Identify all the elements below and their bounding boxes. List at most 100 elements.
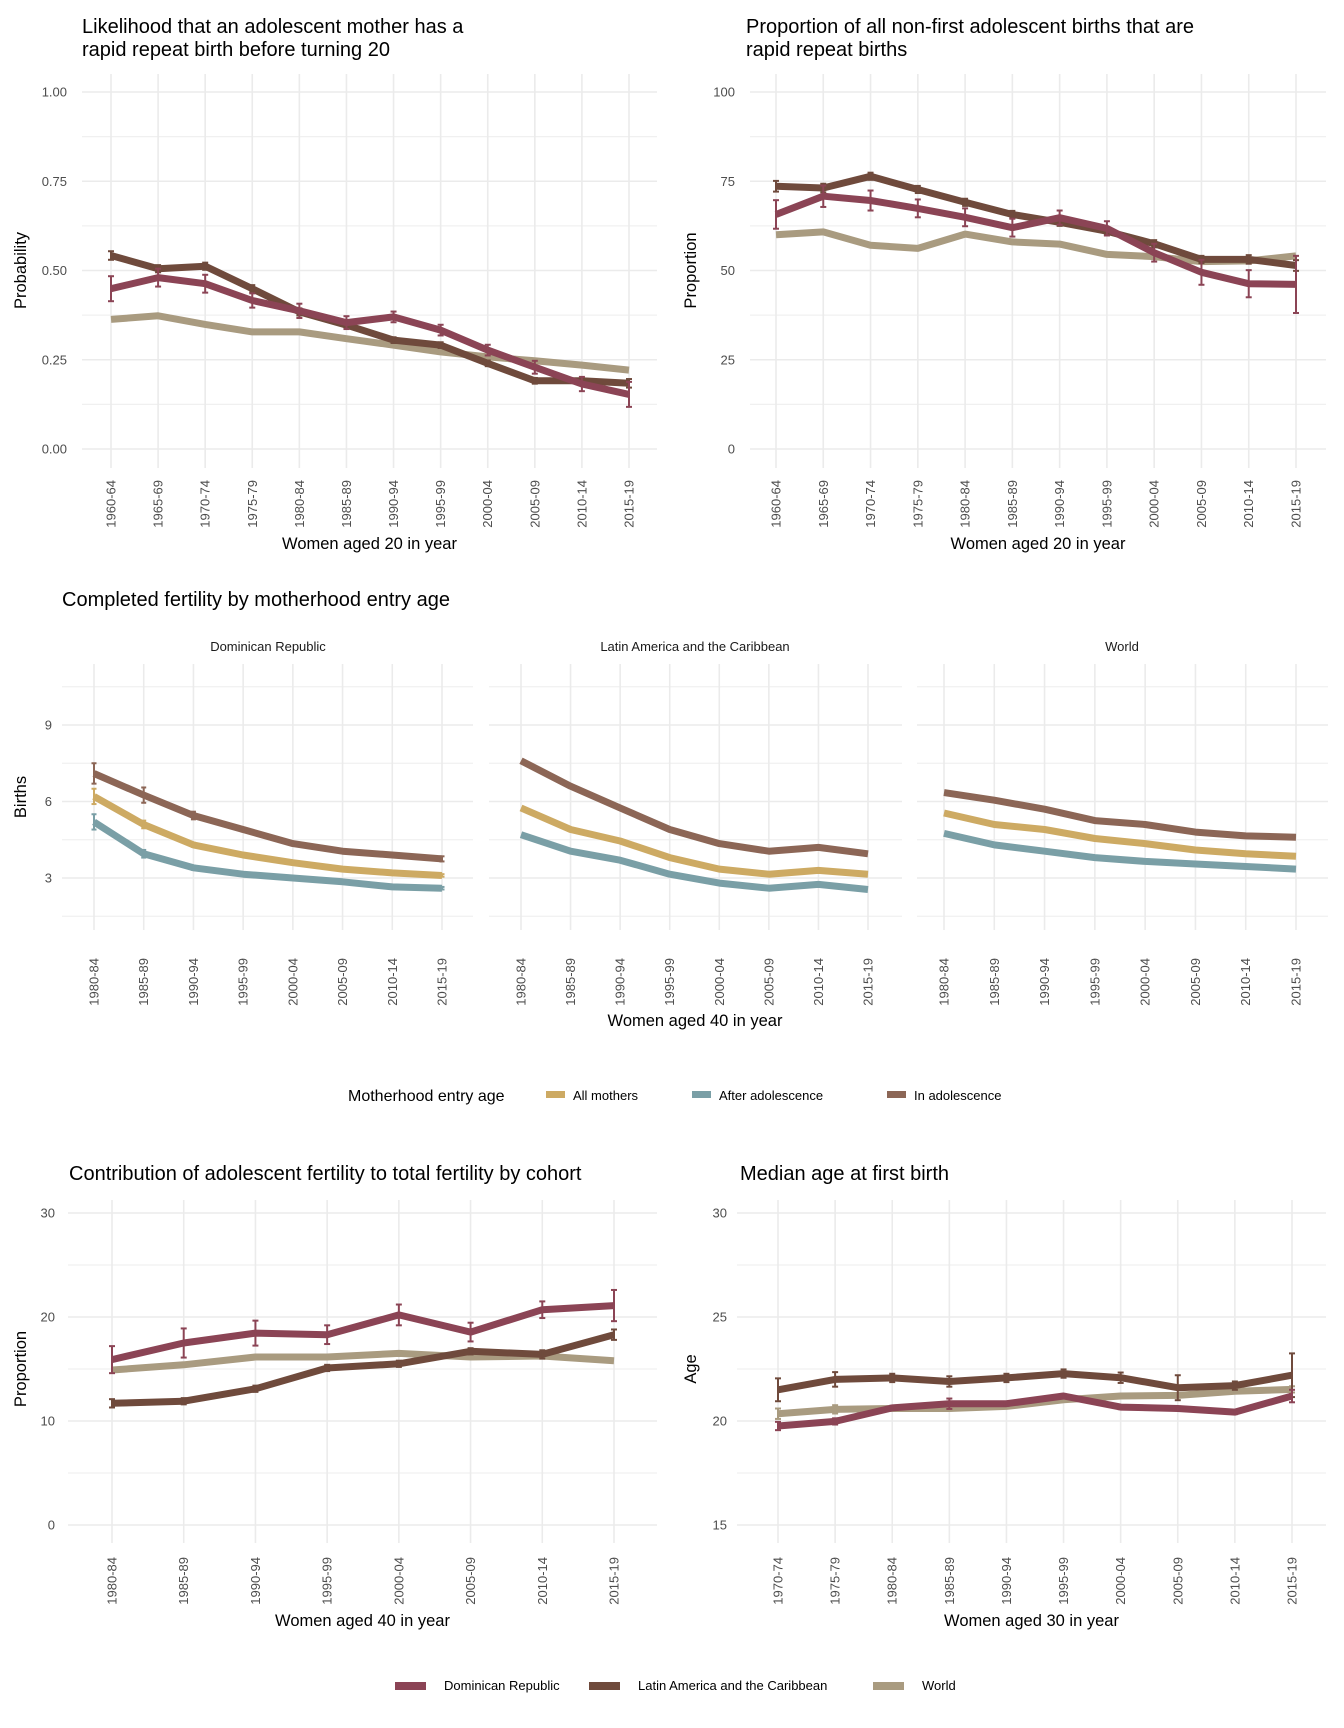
x-tick-label: 2000-04 [1138, 958, 1153, 1006]
error-bar [1060, 1368, 1067, 1379]
x-tick-label: 1990-94 [248, 1557, 263, 1605]
y-tick-label: 6 [45, 794, 52, 809]
legend-label: All mothers [573, 1088, 639, 1103]
y-tick-label: 0 [728, 442, 735, 457]
chart-completed-fertility: Completed fertility by motherhood entry … [12, 589, 1328, 1030]
error-bar [324, 1324, 331, 1346]
x-tick-label: 2015-19 [607, 1557, 622, 1605]
x-tick-label: 2000-04 [480, 480, 495, 528]
error-bar [946, 1397, 953, 1410]
x-tick-label: 1995-99 [1087, 958, 1102, 1006]
y-tick-label: 15 [713, 1518, 727, 1533]
series-all-mothers [519, 804, 869, 878]
error-bar [437, 323, 444, 337]
legend-item-in-adolescence: In adolescence [887, 1088, 1001, 1103]
x-tick-label: 2005-09 [761, 958, 776, 1006]
error-bar [1245, 254, 1252, 265]
error-bar [611, 1328, 617, 1341]
chart-median-age-first-birth: Median age at first birth 15 20 25 30 1970-74… [682, 1163, 1326, 1630]
error-bar [439, 873, 445, 878]
x-tick-label: 2015-19 [622, 480, 637, 528]
error-bar [155, 267, 162, 288]
x-axis-title: Women aged 20 in year [951, 535, 1126, 553]
x-tick-label: 1980-84 [292, 480, 307, 528]
error-bar [437, 341, 444, 349]
y-tick-label: 10 [41, 1414, 55, 1429]
x-tick-label: 1990-94 [1052, 480, 1067, 528]
legend-key-swatch [692, 1091, 711, 1098]
x-tick-label: 2015-19 [435, 958, 450, 1006]
x-tick-label: 1985-89 [339, 480, 354, 528]
error-bar [141, 848, 147, 859]
error-bar [91, 762, 97, 785]
chart-title: Likelihood that an adolescent mother has… [82, 16, 464, 38]
error-bar [202, 273, 209, 294]
series-line-dominican-republic [111, 1302, 615, 1364]
y-axis-title: Age [682, 1354, 700, 1383]
x-tick-label: 2005-09 [1170, 1557, 1185, 1605]
series-line-all-mothers [92, 793, 443, 879]
series-line-after-adolescence [519, 831, 869, 893]
x-tick-label: 2015-19 [861, 958, 876, 1006]
series-line-after-adolescence [92, 818, 443, 892]
y-tick-label: 0.25 [42, 352, 67, 367]
series-line-latin-america-and-the-caribbean [110, 252, 630, 387]
error-bar [889, 1372, 896, 1384]
chart-title: Median age at first birth [740, 1163, 949, 1185]
error-bar [324, 1363, 331, 1373]
error-bar [1117, 1392, 1124, 1400]
y-tick-label: 1.00 [42, 85, 67, 100]
x-tick-label: 1985-89 [942, 1557, 957, 1605]
x-tick-label: 1980-84 [105, 1557, 120, 1605]
error-bar [1245, 269, 1252, 299]
x-tick-label: 1980-84 [87, 958, 102, 1006]
series-line-after-adolescence [943, 829, 1297, 873]
y-tick-label: 50 [721, 263, 735, 278]
error-bar [773, 179, 779, 193]
x-tick-label: 1980-84 [514, 958, 529, 1006]
x-tick-label: 1970-74 [198, 480, 213, 528]
error-bar [202, 261, 209, 271]
x-tick-label: 2000-04 [1147, 480, 1162, 528]
error-bar [109, 1345, 115, 1375]
x-tick-label: 1985-89 [136, 958, 151, 1006]
legend-key-swatch [589, 1682, 620, 1690]
error-bar [539, 1349, 546, 1360]
x-tick-label: 1965-69 [816, 480, 831, 528]
error-bar [1174, 1405, 1181, 1412]
series-all-mothers [943, 809, 1297, 860]
x-axis-title: Women aged 30 in year [944, 1612, 1119, 1630]
error-bar [539, 1300, 546, 1320]
error-bar [108, 275, 114, 303]
x-tick-label: 1960-64 [104, 480, 119, 528]
error-bar [484, 359, 491, 368]
legend-item-after-adolescence: After adolescence [692, 1088, 823, 1103]
x-tick-label: 1975-79 [828, 1557, 843, 1605]
x-tick-label: 1980-84 [958, 480, 973, 528]
y-axis-title: Births [12, 776, 30, 818]
chart-rapid-repeat-likelihood: Likelihood that an adolescent mother has… [12, 16, 657, 553]
x-tick-label: 2005-09 [1194, 480, 1209, 528]
x-tick-label: 1995-99 [236, 958, 251, 1006]
x-tick-label: 1995-99 [662, 958, 677, 1006]
error-bar [1003, 1400, 1010, 1407]
error-bar [290, 875, 296, 881]
x-tick-label: 1985-89 [176, 1557, 191, 1605]
error-bar [390, 336, 397, 344]
legend-key-swatch [395, 1682, 426, 1690]
x-tick-label: 1990-94 [186, 958, 201, 1006]
series-line-dominican-republic [777, 1392, 1293, 1430]
chart-adolescent-contribution: Contribution of adolescent fertility to … [12, 1163, 657, 1630]
series-after-adolescence [519, 831, 869, 893]
error-bar [626, 380, 632, 408]
chart-title: Contribution of adolescent fertility to … [69, 1163, 582, 1185]
error-bar [531, 376, 538, 385]
error-bar [249, 284, 256, 294]
series-after-adolescence [943, 829, 1297, 873]
x-tick-label: 2010-14 [1227, 1557, 1242, 1605]
x-tick-label: 2010-14 [1238, 958, 1253, 1006]
x-tick-label: 1995-99 [320, 1557, 335, 1605]
error-bar [190, 841, 196, 848]
series-latin-america-and-the-caribbean [109, 1328, 617, 1409]
